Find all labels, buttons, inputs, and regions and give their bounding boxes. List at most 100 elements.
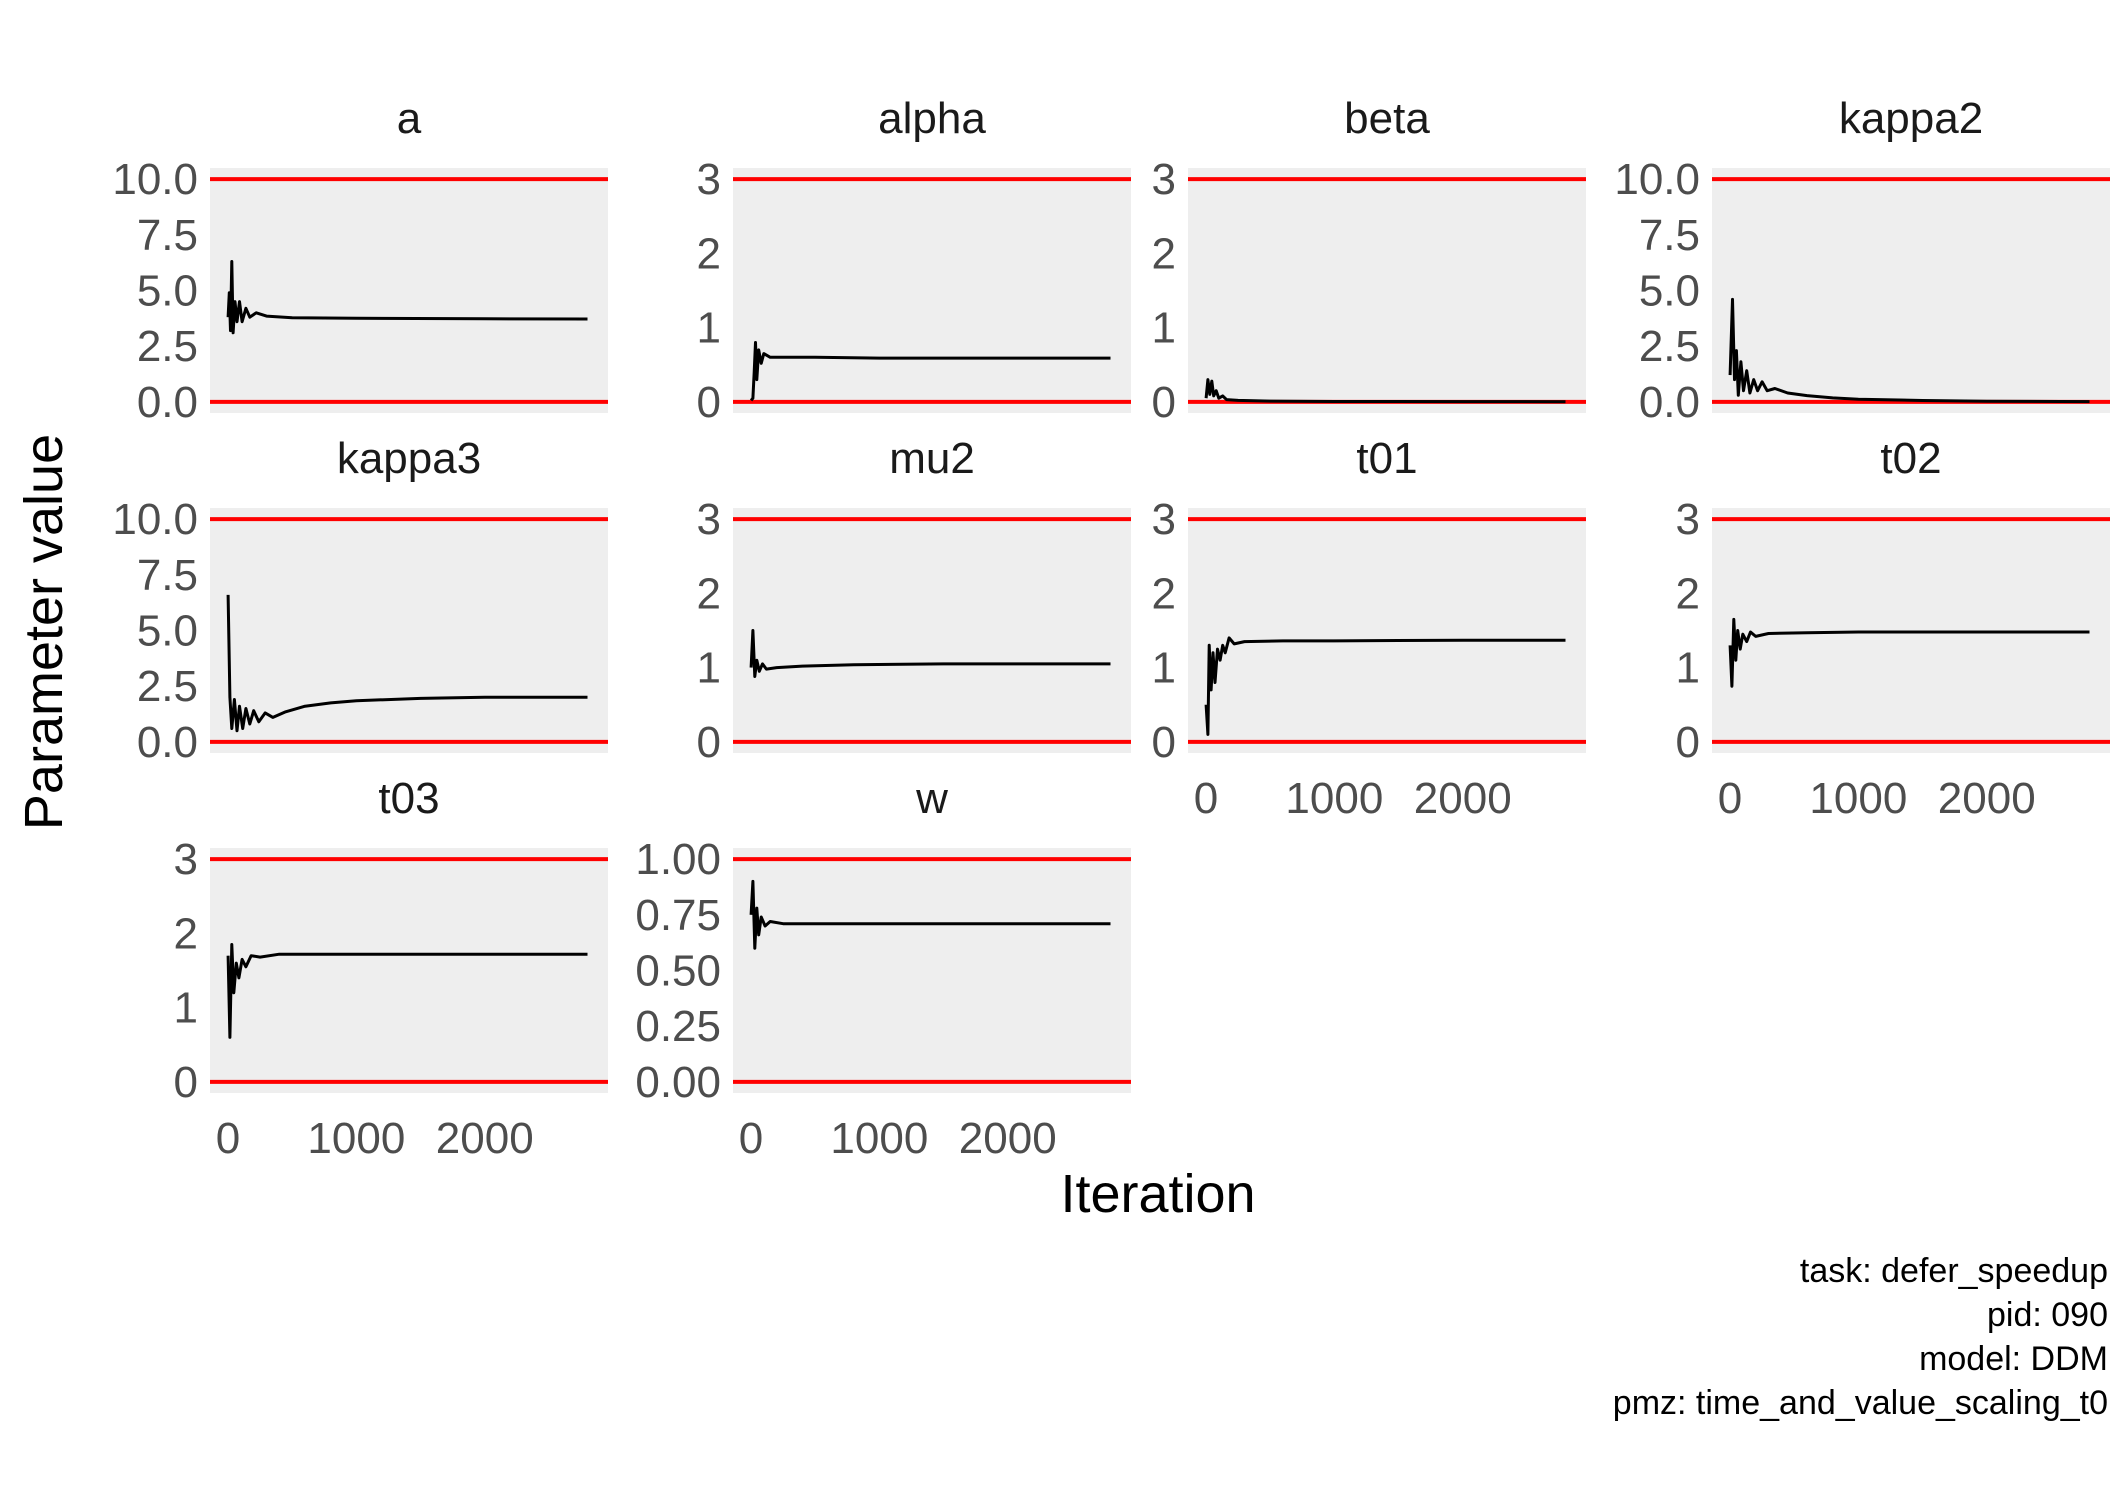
y-tick-label-kappa2-1: 2.5 [1639,322,1700,371]
y-tick-label-mu2-1: 1 [697,644,721,693]
y-tick-label-w-2: 0.50 [635,947,721,996]
y-tick-label-kappa3-3: 7.5 [137,551,198,600]
trace-line-alpha [749,341,1111,402]
y-tick-label-t03-1: 1 [174,984,198,1033]
x-tick-label-t02-1: 1000 [1809,774,1907,823]
panels-layer: a0.02.55.07.510.0alpha0123beta0123kappa2… [112,94,2110,1163]
y-tick-label-kappa3-1: 2.5 [137,662,198,711]
y-tick-label-w-3: 0.75 [635,891,721,940]
panel-title-a: a [397,94,422,143]
panel-w: w 0.00 0.25 0.50 0.75 1.00 0 1000 2000 [635,774,1131,1163]
panel-t03: t03 0 1 2 3 0 1000 2000 [174,774,608,1163]
panel-title-alpha: alpha [878,94,986,143]
panel-title-t02: t02 [1880,434,1941,483]
panel-background-mu2 [733,508,1131,753]
y-tick-label-kappa3-4: 10.0 [112,495,198,544]
y-tick-label-w-0: 0.00 [635,1058,721,1107]
y-tick-label-t01-3: 3 [1152,495,1176,544]
panel-a: a 0.0 2.5 5.0 7.5 10.0 [112,94,608,427]
panel-title-mu2: mu2 [889,434,975,483]
trace-line-a [226,260,588,335]
y-tick-label-mu2-0: 0 [697,718,721,767]
y-tick-label-alpha-1: 1 [697,304,721,353]
y-tick-label-kappa2-2: 5.0 [1639,267,1700,316]
trace-line-t01 [1204,636,1566,736]
panel-t01: t01 0 1 2 3 0 1000 2000 [1152,434,1586,823]
panel-background-alpha [733,168,1131,413]
y-tick-label-t03-0: 0 [174,1058,198,1107]
y-tick-label-a-3: 7.5 [137,211,198,260]
y-tick-label-a-1: 2.5 [137,322,198,371]
y-tick-label-t02-3: 3 [1676,495,1700,544]
y-tick-label-t02-2: 2 [1676,569,1700,618]
panel-title-kappa2: kappa2 [1839,94,1983,143]
y-tick-label-t01-2: 2 [1152,569,1176,618]
panel-title-t03: t03 [378,774,439,823]
y-tick-label-beta-2: 2 [1152,229,1176,278]
x-tick-label-t01-0: 0 [1194,774,1218,823]
panel-beta: beta 0 1 2 3 [1152,94,1586,427]
y-axis-title: Parameter value [14,434,74,830]
y-tick-label-a-4: 10.0 [112,155,198,204]
x-tick-label-t02-2: 2000 [1938,774,2036,823]
panel-background-t01 [1188,508,1586,753]
panel-background-beta [1188,168,1586,413]
y-tick-label-beta-0: 0 [1152,378,1176,427]
trace-line-kappa3 [226,594,588,733]
panel-kappa2: kappa2 0.0 2.5 5.0 7.5 10.0 [1614,94,2110,427]
trace-line-t03 [226,943,588,1039]
trace-line-w [749,879,1111,950]
y-tick-label-kappa3-2: 5.0 [137,607,198,656]
panel-title-kappa3: kappa3 [337,434,481,483]
panel-alpha: alpha 0 1 2 3 [697,94,1131,427]
caption: task: defer_speedup pid: 090 model: DDM pmz… [1613,1252,2108,1422]
caption-line-1: pid: 090 [1987,1296,2108,1334]
y-tick-label-alpha-2: 2 [697,229,721,278]
panel-t02: t02 0 1 2 3 0 1000 2000 [1676,434,2110,823]
y-tick-label-w-4: 1.00 [635,835,721,884]
y-tick-label-t02-0: 0 [1676,718,1700,767]
y-tick-label-alpha-0: 0 [697,378,721,427]
y-tick-label-t02-1: 1 [1676,644,1700,693]
y-tick-label-beta-1: 1 [1152,304,1176,353]
x-tick-label-t01-1: 1000 [1285,774,1383,823]
x-tick-label-t03-2: 2000 [436,1114,534,1163]
y-tick-label-a-0: 0.0 [137,378,198,427]
y-tick-label-t03-2: 2 [174,909,198,958]
y-tick-label-alpha-3: 3 [697,155,721,204]
x-tick-label-t03-1: 1000 [307,1114,405,1163]
x-tick-label-w-1: 1000 [830,1114,928,1163]
x-axis-title: Iteration [1060,1164,1255,1224]
panel-background-a [210,168,608,413]
y-tick-label-beta-3: 3 [1152,155,1176,204]
x-tick-label-t02-0: 0 [1718,774,1742,823]
y-tick-label-kappa2-4: 10.0 [1614,155,1700,204]
y-tick-label-t01-0: 0 [1152,718,1176,767]
trace-line-t02 [1728,617,2090,688]
y-tick-label-kappa2-0: 0.0 [1639,378,1700,427]
panel-title-beta: beta [1344,94,1430,143]
panel-title-t01: t01 [1356,434,1417,483]
y-tick-label-t03-3: 3 [174,835,198,884]
panel-background-t03 [210,848,608,1093]
x-tick-label-t01-2: 2000 [1414,774,1512,823]
panel-mu2: mu2 0 1 2 3 [697,434,1131,767]
trace-line-kappa2 [1728,297,2090,404]
panel-background-kappa3 [210,508,608,753]
caption-line-3: pmz: time_and_value_scaling_t0 [1613,1384,2108,1422]
x-tick-label-w-0: 0 [739,1114,763,1163]
y-tick-label-mu2-3: 3 [697,495,721,544]
y-tick-label-mu2-2: 2 [697,569,721,618]
x-tick-label-t03-0: 0 [216,1114,240,1163]
panel-background-w [733,848,1131,1093]
trace-line-mu2 [749,629,1111,678]
y-tick-label-a-2: 5.0 [137,267,198,316]
trace-line-beta [1204,378,1566,404]
panel-kappa3: kappa3 0.0 2.5 5.0 7.5 10.0 [112,434,608,767]
x-tick-label-w-2: 2000 [959,1114,1057,1163]
panel-title-w: w [915,774,948,823]
caption-line-0: task: defer_speedup [1800,1252,2108,1290]
y-tick-label-kappa3-0: 0.0 [137,718,198,767]
panel-background-kappa2 [1712,168,2110,413]
